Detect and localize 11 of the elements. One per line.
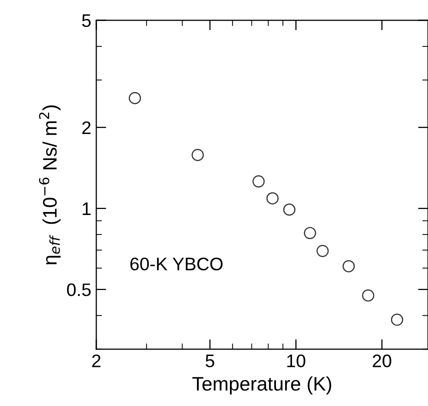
y-tick-label: 0.5 — [67, 283, 91, 296]
x-tick-label: 2 — [92, 354, 100, 368]
annotation: 60-K YBCO — [130, 258, 223, 270]
y-tick-label: 1 — [82, 202, 91, 215]
x-axis-title: Temperature (K) — [192, 376, 332, 395]
y-tick-label: 5 — [82, 14, 91, 28]
x-tick-label: 5 — [206, 354, 214, 368]
y-tick-label: 2 — [82, 121, 91, 134]
x-tick-label: 20 — [372, 354, 392, 368]
y-axis-title: η$_{eff}$ (10$^{−6}$ Ns/ m$^{2}$) — [39, 105, 61, 264]
x-tick-label: 10 — [287, 354, 306, 368]
